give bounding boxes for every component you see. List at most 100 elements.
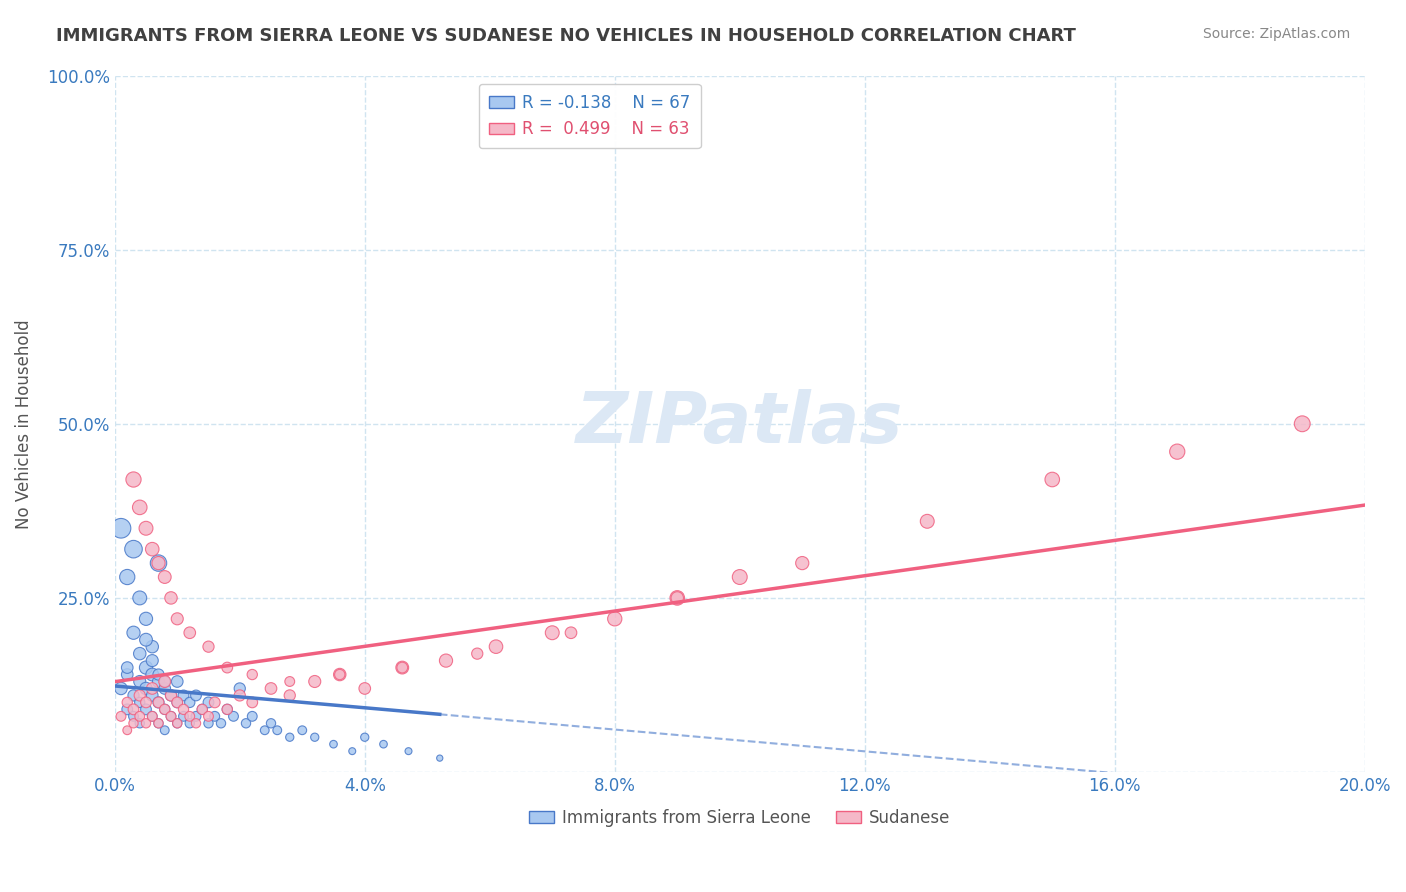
Point	[135, 660, 157, 674]
Y-axis label: No Vehicles in Household: No Vehicles in Household	[15, 319, 32, 529]
Point	[148, 556, 170, 570]
Point	[304, 674, 326, 689]
Point	[329, 667, 352, 681]
Point	[141, 689, 163, 703]
Point	[160, 689, 183, 703]
Point	[117, 723, 139, 738]
Point	[117, 702, 139, 716]
Point	[135, 716, 157, 731]
Point	[184, 716, 207, 731]
Point	[304, 730, 326, 744]
Point	[148, 667, 170, 681]
Point	[128, 689, 150, 703]
Point	[153, 702, 176, 716]
Point	[153, 674, 176, 689]
Point	[184, 689, 207, 703]
Point	[179, 709, 201, 723]
Text: Source: ZipAtlas.com: Source: ZipAtlas.com	[1202, 27, 1350, 41]
Point	[148, 695, 170, 709]
Point	[166, 716, 188, 731]
Point	[117, 695, 139, 709]
Point	[184, 709, 207, 723]
Point	[122, 689, 145, 703]
Point	[291, 723, 314, 738]
Point	[135, 702, 157, 716]
Legend: Immigrants from Sierra Leone, Sudanese: Immigrants from Sierra Leone, Sudanese	[522, 802, 957, 833]
Point	[197, 709, 219, 723]
Point	[666, 591, 689, 605]
Point	[160, 709, 183, 723]
Point	[128, 591, 150, 605]
Point	[166, 716, 188, 731]
Point	[166, 612, 188, 626]
Point	[792, 556, 814, 570]
Point	[135, 695, 157, 709]
Point	[541, 625, 564, 640]
Point	[122, 542, 145, 557]
Point	[128, 647, 150, 661]
Point	[485, 640, 508, 654]
Point	[391, 660, 413, 674]
Point	[240, 667, 263, 681]
Point	[122, 473, 145, 487]
Point	[373, 737, 395, 751]
Point	[160, 591, 183, 605]
Point	[141, 654, 163, 668]
Point	[166, 695, 188, 709]
Point	[135, 632, 157, 647]
Point	[141, 542, 163, 557]
Point	[329, 667, 352, 681]
Point	[278, 674, 301, 689]
Text: ZIPatlas: ZIPatlas	[576, 389, 904, 458]
Point	[217, 702, 239, 716]
Point	[141, 709, 163, 723]
Point	[122, 625, 145, 640]
Point	[153, 702, 176, 716]
Point	[429, 751, 451, 765]
Point	[110, 681, 132, 696]
Point	[1291, 417, 1313, 431]
Point	[1166, 444, 1188, 458]
Point	[141, 667, 163, 681]
Point	[110, 521, 132, 535]
Point	[391, 660, 413, 674]
Point	[398, 744, 420, 758]
Point	[560, 625, 582, 640]
Point	[915, 514, 938, 528]
Point	[191, 702, 214, 716]
Point	[166, 695, 188, 709]
Point	[160, 689, 183, 703]
Point	[153, 570, 176, 584]
Point	[141, 640, 163, 654]
Point	[135, 681, 157, 696]
Point	[117, 570, 139, 584]
Point	[179, 716, 201, 731]
Point	[148, 556, 170, 570]
Point	[122, 702, 145, 716]
Point	[173, 689, 195, 703]
Point	[240, 695, 263, 709]
Point	[260, 716, 283, 731]
Point	[353, 730, 375, 744]
Point	[122, 716, 145, 731]
Point	[197, 716, 219, 731]
Point	[278, 730, 301, 744]
Point	[197, 640, 219, 654]
Point	[148, 716, 170, 731]
Point	[222, 709, 245, 723]
Point	[128, 674, 150, 689]
Point	[110, 709, 132, 723]
Point	[278, 689, 301, 703]
Point	[253, 723, 276, 738]
Point	[128, 500, 150, 515]
Point	[179, 625, 201, 640]
Point	[266, 723, 288, 738]
Point	[260, 681, 283, 696]
Point	[728, 570, 751, 584]
Point	[603, 612, 626, 626]
Point	[148, 674, 170, 689]
Point	[666, 591, 689, 605]
Point	[128, 709, 150, 723]
Point	[122, 709, 145, 723]
Point	[179, 695, 201, 709]
